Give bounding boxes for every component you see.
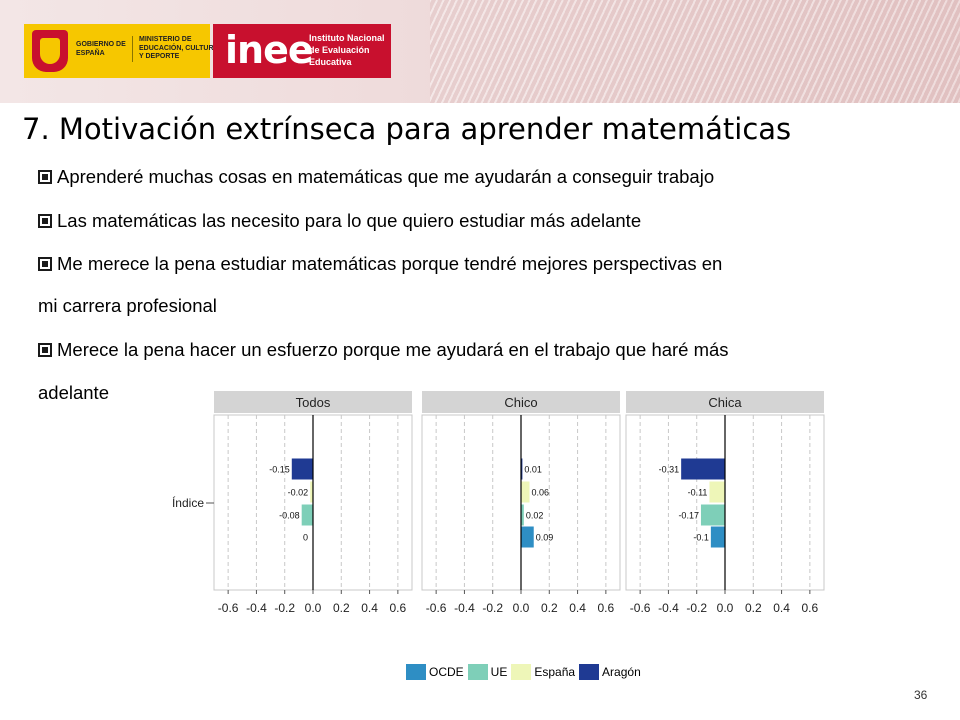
x-tick-label: 0.4 <box>569 601 586 615</box>
legend-swatch <box>467 664 488 680</box>
chart-svg: Todos -0.6 -0.4 -0.2 0.0 0.2 0.4 0.6 -0.15 -0.02 -… <box>172 391 825 615</box>
panel-header <box>214 391 412 413</box>
bullet-item: Me merece la pena estudiar matemáticas p… <box>38 253 722 275</box>
banner-decoration <box>430 0 960 103</box>
checkbox-bullet-icon <box>38 343 52 357</box>
bullet-item: Merece la pena hacer un esfuerzo porque … <box>38 339 729 361</box>
legend-label: España <box>534 665 576 679</box>
x-tick-label: -0.2 <box>686 601 707 615</box>
x-tick-label: 0.2 <box>333 601 350 615</box>
x-tick-label: -0.4 <box>246 601 267 615</box>
bar <box>521 504 524 526</box>
government-logo: GOBIERNO DE ESPAÑA MINISTERIO DE EDUCACI… <box>24 24 219 78</box>
x-tick-label: 0.4 <box>361 601 378 615</box>
bullet-text: Las matemáticas las necesito para lo que… <box>57 210 642 231</box>
x-tick-label: -0.6 <box>218 601 239 615</box>
x-tick-label: 0.6 <box>390 601 407 615</box>
legend-swatch <box>579 664 600 680</box>
checkbox-bullet-icon <box>38 170 52 184</box>
bullet-text: Me merece la pena estudiar matemáticas p… <box>57 253 723 274</box>
gov-text: GOBIERNO DE ESPAÑA <box>76 41 126 57</box>
data-label: -0.08 <box>279 511 300 521</box>
bar <box>700 504 725 526</box>
x-tick-label: 0.0 <box>305 601 322 615</box>
panel-title: Chico <box>504 395 537 410</box>
slide-number: 36 <box>914 688 928 702</box>
legend-item: España <box>511 664 575 680</box>
legend-item: Aragón <box>579 664 641 680</box>
bar <box>521 526 534 548</box>
bar <box>291 458 313 480</box>
x-tick-label: 0.0 <box>513 601 530 615</box>
data-label: 0 <box>303 533 308 543</box>
legend-label: OCDE <box>429 665 464 679</box>
x-tick-label: 0.4 <box>773 601 790 615</box>
data-label: -0.31 <box>659 465 680 475</box>
x-tick-label: -0.6 <box>426 601 447 615</box>
legend-item: OCDE <box>406 664 464 680</box>
x-tick-label: -0.4 <box>658 601 679 615</box>
panel-header <box>626 391 824 413</box>
inee-logo: inee Instituto Nacional de Evaluación Ed… <box>213 24 391 78</box>
data-label: 0.06 <box>531 488 549 498</box>
data-label: 0.09 <box>536 533 554 543</box>
legend-label: Aragón <box>602 665 641 679</box>
y-axis-label: Índice <box>172 495 204 510</box>
x-tick-label: 0.2 <box>541 601 558 615</box>
data-label: -0.17 <box>678 511 699 521</box>
x-tick-label: -0.2 <box>482 601 503 615</box>
x-tick-label: -0.2 <box>274 601 295 615</box>
x-tick-label: 0.6 <box>802 601 819 615</box>
panel-header <box>422 391 620 413</box>
bar <box>681 458 725 480</box>
x-tick-label: 0.6 <box>598 601 615 615</box>
legend-swatch <box>406 664 426 680</box>
bar <box>301 504 313 526</box>
bar <box>310 481 313 503</box>
x-tick-label: -0.4 <box>454 601 475 615</box>
ministry-text: MINISTERIO DE EDUCACIÓN, CULTURA Y DEPOR… <box>132 36 219 62</box>
bar <box>710 526 725 548</box>
inee-fullname: Instituto Nacional de Evaluación Educati… <box>309 33 385 67</box>
coat-of-arms-icon <box>32 30 68 72</box>
panel-title: Todos <box>296 395 331 410</box>
data-label: -0.02 <box>288 488 309 498</box>
data-label: -0.15 <box>269 465 290 475</box>
page-title: 7. Motivación extrínseca para aprender m… <box>22 112 792 146</box>
data-label: -0.1 <box>693 533 709 543</box>
bullet-continuation: mi carrera profesional <box>38 295 217 316</box>
bar <box>521 481 530 503</box>
header-banner: GOBIERNO DE ESPAÑA MINISTERIO DE EDUCACI… <box>0 0 960 103</box>
bullet-text: Merece la pena hacer un esfuerzo porque … <box>57 339 729 360</box>
bullet-item: Aprenderé muchas cosas en matemáticas qu… <box>38 166 714 188</box>
legend-item: UE <box>467 664 508 680</box>
bar-chart: Todos -0.6 -0.4 -0.2 0.0 0.2 0.4 0.6 -0.15 -0.02 -… <box>160 385 840 630</box>
bar <box>709 481 725 503</box>
panel-title: Chica <box>708 395 742 410</box>
legend-label: UE <box>490 665 508 679</box>
data-label: 0.01 <box>524 465 542 475</box>
bullet-continuation: adelante <box>38 382 109 403</box>
data-label: 0.02 <box>526 511 544 521</box>
x-tick-label: 0.0 <box>717 601 734 615</box>
bar <box>521 458 523 480</box>
bullet-item: Las matemáticas las necesito para lo que… <box>38 210 641 232</box>
x-tick-label: 0.2 <box>745 601 762 615</box>
bullet-text: Aprenderé muchas cosas en matemáticas qu… <box>57 166 715 187</box>
chart-legend: OCDE UE España Aragón <box>406 664 645 680</box>
inee-wordmark: inee <box>225 28 314 72</box>
checkbox-bullet-icon <box>38 257 52 271</box>
legend-swatch <box>511 664 532 680</box>
x-tick-label: -0.6 <box>630 601 651 615</box>
data-label: -0.11 <box>688 488 708 498</box>
checkbox-bullet-icon <box>38 214 52 228</box>
